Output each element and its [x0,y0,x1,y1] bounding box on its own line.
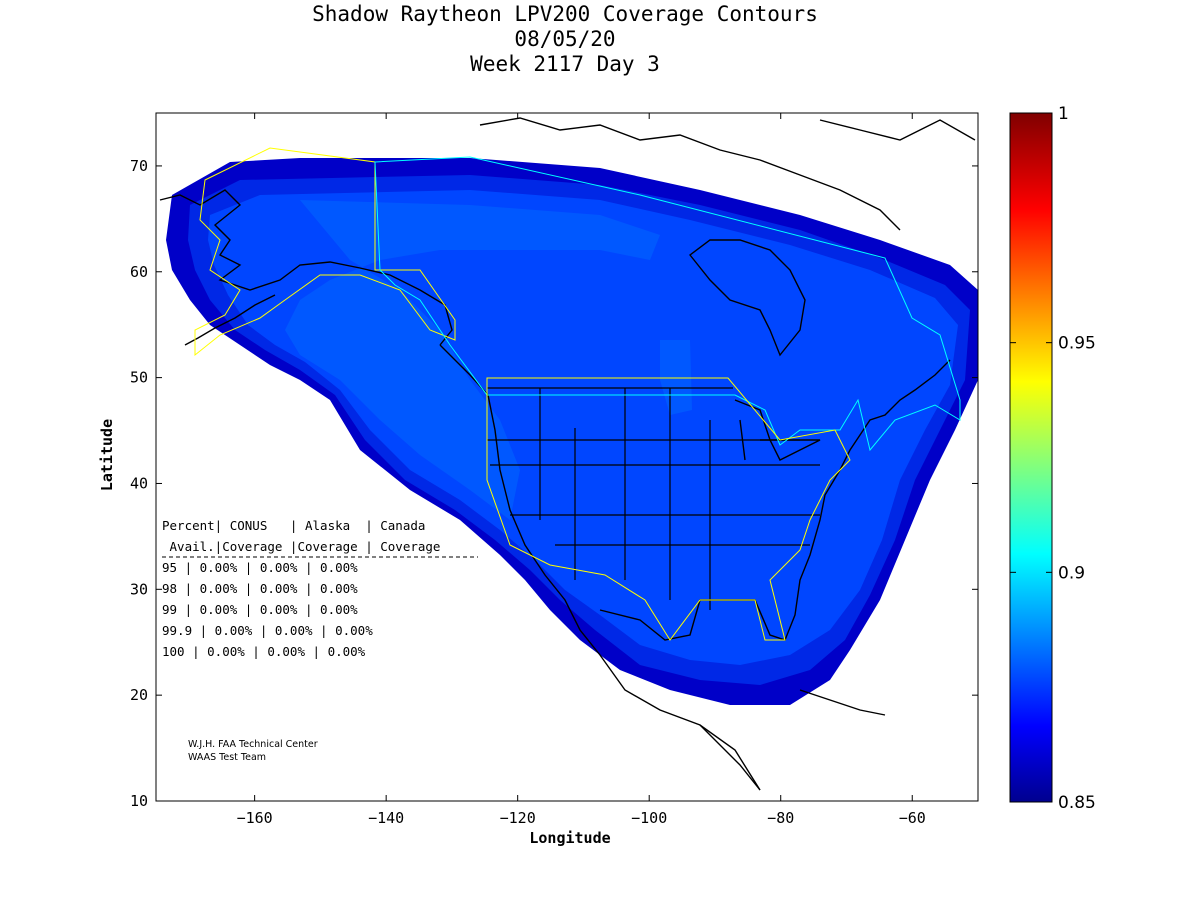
region-canada-outline [374,156,961,452]
credit-block: W.J.H. FAA Technical Center WAAS Test Te… [188,739,318,763]
coverage-stats-table: Percent| CONUS | Alaska | Canada Avail.|… [162,518,478,659]
y-tick-label: 50 [130,369,148,387]
chart-date: 08/05/20 [514,27,616,51]
x-axis-ticks: −160 −140 −120 −100 −80 −60 [237,113,926,827]
credit-line-2: WAAS Test Team [188,752,266,763]
region-alaska-outline [194,147,456,357]
colorbar-tick-label: 1 [1058,104,1069,124]
y-tick-label: 60 [130,263,148,281]
table-header-2: Avail.|Coverage |Coverage | Coverage [162,539,440,554]
table-rows: 95 | 0.00% | 0.00% | 0.00% 98 | 0.00% | … [162,560,373,659]
x-tick-label: −120 [500,809,536,827]
x-axis-label: Longitude [529,829,610,847]
table-header-1: Percent| CONUS | Alaska | Canada [162,518,425,533]
coastline-central-america [699,689,886,791]
y-tick-label: 70 [130,157,148,175]
y-axis-ticks: 10 20 30 40 50 60 70 [130,157,978,810]
table-row: 100 | 0.00% | 0.00% | 0.00% [162,644,366,659]
coastline-alaska [159,189,453,346]
region-conus-outline [486,377,851,641]
coastline-pacific [439,344,761,791]
x-tick-label: −140 [368,809,404,827]
colorbar-tick-label: 0.95 [1058,334,1096,354]
chart-week-day: Week 2117 Day 3 [470,52,660,76]
plot-frame [155,112,979,802]
coastline-aleutians [184,294,276,346]
colorbar-tick-label: 0.85 [1058,793,1096,813]
coastline-gulf [599,359,951,641]
colorbar-ticks: 1 0.95 0.9 0.85 [1010,104,1096,813]
colorbar-tick-label: 0.9 [1058,563,1085,583]
y-tick-label: 20 [130,686,148,704]
x-tick-label: −60 [899,809,926,827]
coastlines [159,117,976,791]
coastline-hudson-bay [689,239,806,357]
table-row: 95 | 0.00% | 0.00% | 0.00% [162,560,358,575]
coverage-layer [166,158,978,705]
y-tick-label: 30 [130,580,148,598]
table-row: 99 | 0.00% | 0.00% | 0.00% [162,602,358,617]
y-tick-label: 10 [130,792,148,810]
colorbar [1009,112,1053,803]
x-tick-label: −160 [237,809,273,827]
state-borders [487,387,820,610]
chart-title: Shadow Raytheon LPV200 Coverage Contours [312,2,818,26]
table-row: 99.9 | 0.00% | 0.00% | 0.00% [162,623,373,638]
x-tick-label: −100 [631,809,667,827]
service-regions [194,147,961,641]
y-axis-label: Latitude [98,419,116,491]
coastline-arctic-islands [479,117,976,231]
x-tick-label: −80 [767,809,794,827]
coverage-contour-inner [285,200,660,520]
table-row: 98 | 0.00% | 0.00% | 0.00% [162,581,358,596]
y-tick-label: 40 [130,474,148,492]
credit-line-1: W.J.H. FAA Technical Center [188,739,318,750]
